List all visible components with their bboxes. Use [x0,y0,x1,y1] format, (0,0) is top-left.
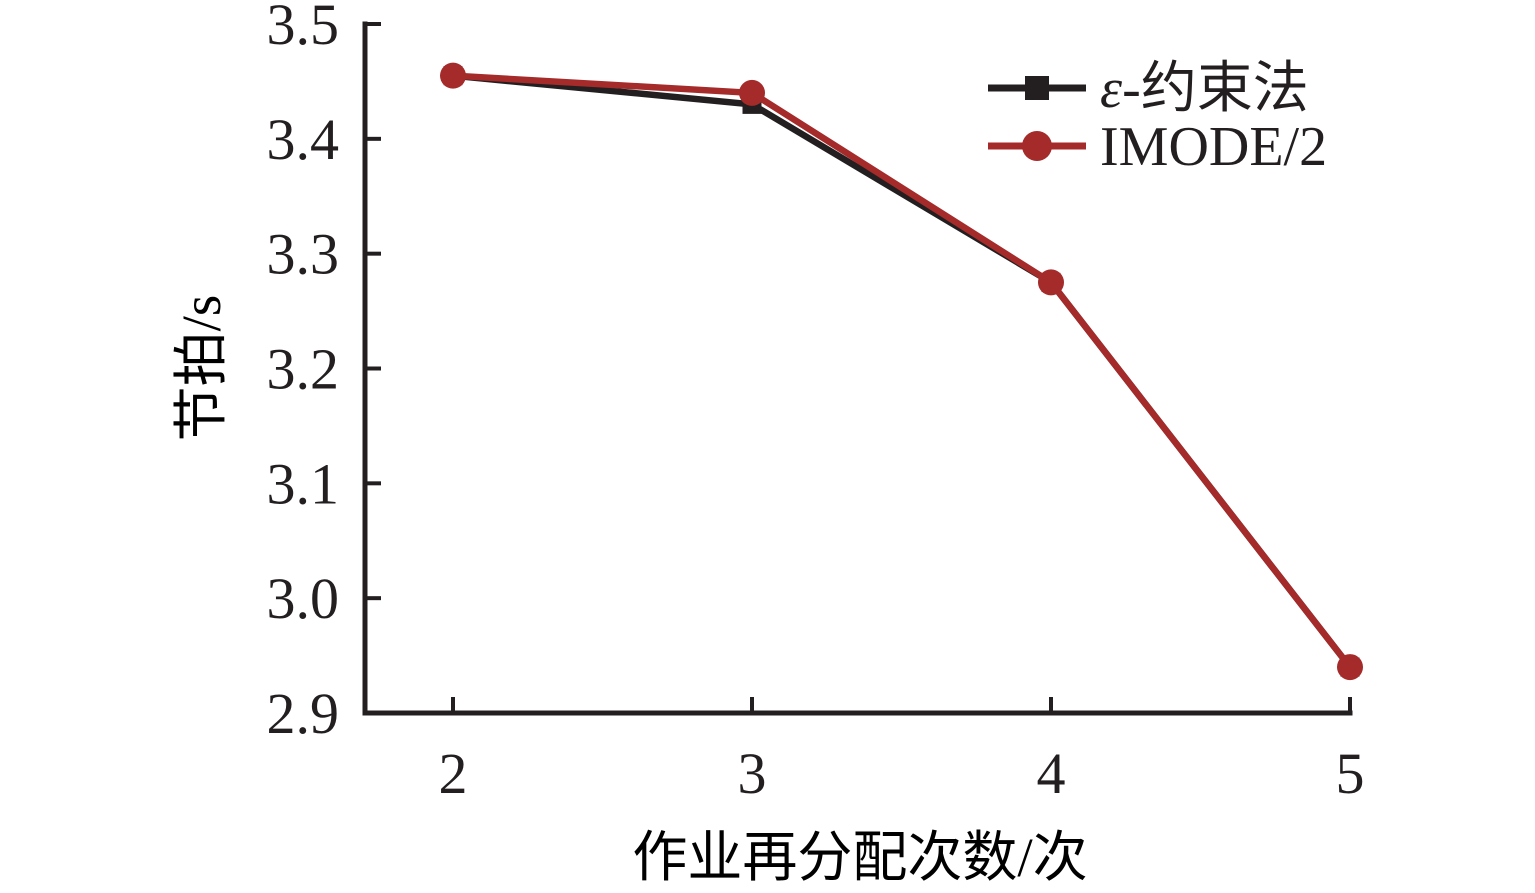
legend-item: IMODE/2 [988,116,1327,178]
y-tick-label: 3.5 [267,0,340,57]
y-tick-label: 3.0 [267,566,340,631]
y-tick-label: 2.9 [267,681,340,746]
x-tick-label: 3 [738,741,767,806]
x-axis-title: 作业再分配次数/次 [632,827,1087,888]
x-tick-label: 5 [1336,741,1365,806]
y-axis-title: 节拍/s [171,295,232,442]
legend-label: ε-约束法 [1100,58,1309,120]
legend-marker [1025,76,1049,100]
y-tick-label: 3.1 [267,451,340,516]
series-group [440,62,1363,681]
x-tick-label: 2 [439,741,468,806]
series-layer [440,62,1363,681]
axes-layer: 2.9 3.0 3.1 3.2 3.3 3.4 3.5 2 3 4 5 [267,0,1365,806]
legend-item: ε-约束法 [988,58,1309,120]
y-tick-label: 3.2 [267,337,340,402]
data-point-marker [440,62,466,89]
x-tick-label: 4 [1037,741,1066,806]
data-point-marker [1038,269,1064,296]
legend-marker [1022,131,1052,161]
data-point-marker [1337,654,1363,681]
series-line [452,72,1353,670]
y-tick-label: 3.4 [267,107,340,172]
y-tick-label: 3.3 [267,222,340,287]
data-point-marker [739,79,765,106]
legend-label: IMODE/2 [1100,116,1327,178]
